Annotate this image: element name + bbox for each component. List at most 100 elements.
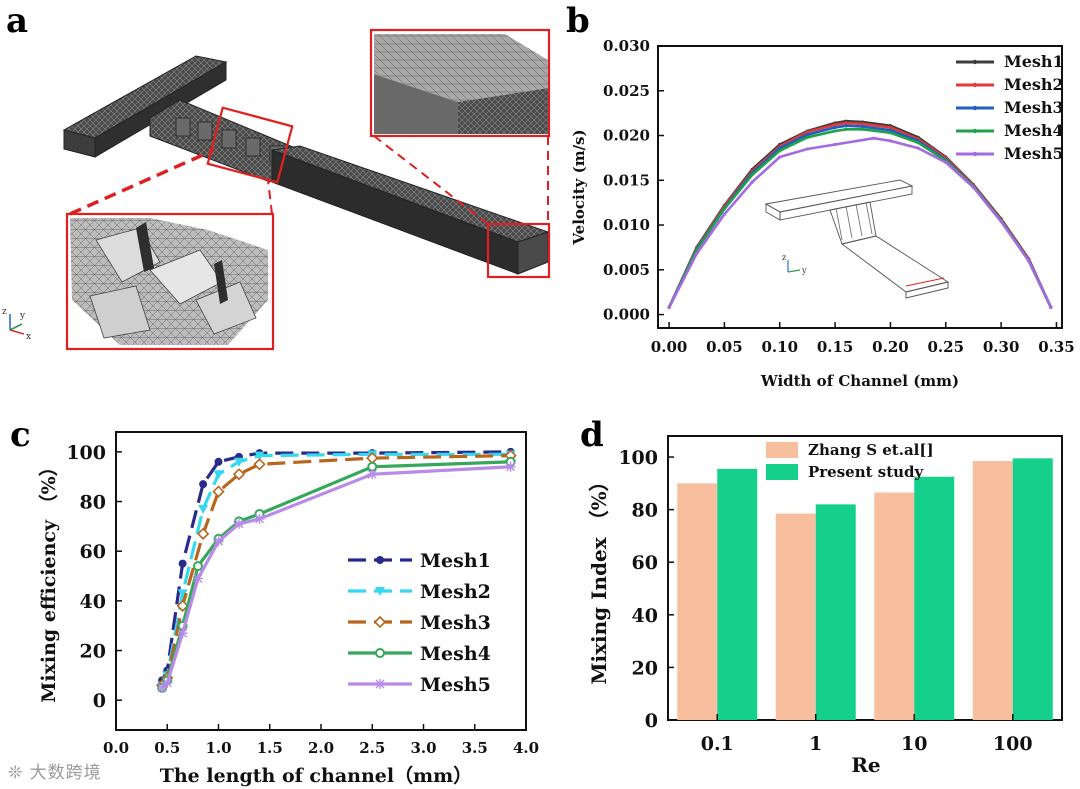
data-point-b-mesh3 — [844, 124, 848, 128]
legend-marker-c-mesh2 — [375, 587, 385, 596]
panel-d: d 0.1 1 10 100 0 20 40 60 80 100 Zhang S et.al[] P… — [580, 415, 1063, 777]
data-point-b-mesh5 — [750, 180, 754, 184]
y-tick-label-b: 0.015 — [603, 171, 650, 189]
svg-text:y: y — [19, 311, 26, 321]
data-point-c-mesh4 — [193, 561, 203, 572]
x-axis-label-c: The length of channel（mm） — [160, 764, 473, 787]
data-point-b-mesh5 — [778, 155, 782, 159]
data-point-b-mesh5 — [667, 305, 671, 310]
legend-marker-b-mesh1 — [972, 59, 978, 65]
y-tick-label-d: 80 — [632, 500, 658, 522]
data-point-c-mesh2 — [177, 589, 188, 599]
channel-crossbar-front — [94, 61, 227, 158]
x-tick-label-c: 4.0 — [513, 739, 539, 757]
data-point-b-mesh4 — [844, 127, 848, 131]
data-point-b-mesh4 — [805, 135, 810, 139]
data-point-c-mesh3 — [232, 468, 246, 481]
x-axis-label-b: Width of Channel (mm) — [760, 372, 959, 390]
data-point-b-mesh5 — [833, 142, 837, 147]
series-lines-c — [155, 447, 517, 693]
series-line-b-mesh4 — [667, 128, 1053, 308]
panel-label-a: a — [6, 1, 28, 41]
data-point-b-mesh5 — [888, 139, 893, 143]
panel-c: c 0.0 0.5 1.0 1.5 2.0 2.5 3.0 3.5 4.0 0 20 40 60 80 10… — [10, 415, 539, 787]
data-point-b-mesh5 — [916, 146, 920, 150]
data-point-c-mesh5 — [213, 536, 224, 547]
data-point-c-mesh5 — [162, 677, 173, 688]
legend-marker-c-mesh4 — [375, 648, 385, 658]
data-point-b-mesh5 — [999, 219, 1003, 224]
bar-present-re-1 — [815, 504, 856, 720]
zoom-connector-3 — [69, 148, 215, 216]
x-tick-label-d: 10 — [901, 733, 927, 755]
data-point-b-mesh4 — [861, 127, 865, 131]
y-tick-label-b: 0.030 — [603, 37, 650, 55]
bar-zhang-re-10 — [874, 492, 915, 720]
legend-label-c-mesh2: Mesh2 — [420, 581, 491, 603]
data-point-b-mesh5 — [1049, 305, 1053, 310]
series-line-b-mesh2 — [667, 121, 1053, 308]
data-point-c-mesh5 — [505, 461, 516, 472]
x-tick-label-c: 1.5 — [257, 739, 283, 757]
data-point-c-mesh3 — [253, 458, 266, 471]
bar-present-re-100 — [1012, 458, 1053, 720]
watermark-icon: ❊ — [8, 763, 24, 783]
x-tick-label-b: 0.35 — [1038, 338, 1075, 356]
legend-swatch-d-0 — [766, 442, 798, 458]
y-tick-label-b: 0.025 — [603, 82, 650, 100]
inset-axis-triad-b: z y — [782, 253, 807, 275]
y-axis-label-b: Velocity (m/s) — [570, 129, 588, 245]
y-tick-label-b: 0.010 — [603, 216, 650, 234]
legend-marker-c-mesh1 — [376, 556, 384, 564]
legend-label-d-0: Zhang S et.al[] — [808, 441, 934, 459]
y-tick-label-c: 20 — [80, 641, 106, 663]
plot-frame-d — [667, 435, 1063, 721]
data-point-c-mesh1 — [199, 480, 208, 489]
legend-marker-b-mesh4 — [972, 128, 978, 134]
x-tick-label-d: 100 — [993, 733, 1033, 755]
legend-label-c-mesh3: Mesh3 — [420, 612, 491, 634]
x-tick-label-d: 0.1 — [701, 733, 734, 755]
panel-label-d: d — [580, 415, 604, 455]
inset-outlet-block-front — [374, 74, 458, 134]
x-tick-label-d: 1 — [809, 733, 822, 755]
x-tick-label-c: 3.5 — [462, 739, 488, 757]
series-line-c-mesh3 — [160, 454, 511, 687]
legend-label-b-mesh2: Mesh2 — [1004, 75, 1064, 94]
x-tick-label-b: 0.15 — [817, 338, 854, 356]
data-point-b-mesh5 — [971, 185, 976, 190]
data-point-b-mesh4 — [750, 173, 754, 177]
axis-ticks-b: 0.00 0.05 0.10 0.15 0.20 0.25 0.30 0.35 0.000 0.0… — [603, 37, 1075, 356]
data-point-c-mesh3 — [212, 485, 225, 498]
data-point-c-mesh5 — [254, 513, 265, 524]
y-axis-label-d: Mixing Index （%） — [587, 471, 611, 684]
legend-label-c-mesh5: Mesh5 — [420, 674, 491, 696]
series-lines-b — [667, 119, 1053, 310]
data-point-c-mesh5 — [367, 469, 378, 480]
svg-text:x: x — [26, 332, 31, 342]
data-point-b-mesh2 — [833, 123, 837, 127]
data-point-c-mesh5 — [157, 682, 168, 693]
legend-marker-c-mesh5 — [375, 679, 385, 689]
data-point-b-mesh2 — [888, 125, 893, 130]
data-point-b-mesh5 — [805, 147, 810, 151]
x-tick-label-b: 0.00 — [651, 338, 688, 356]
panel-label-b: b — [566, 1, 590, 41]
x-tick-label-c: 1.0 — [205, 739, 231, 757]
y-tick-label-c: 40 — [80, 591, 106, 613]
y-tick-label-c: 80 — [80, 492, 106, 514]
watermark: ❊ 大数跨境 — [8, 758, 102, 783]
data-point-b-mesh2 — [861, 122, 865, 126]
plot-frame-b — [657, 45, 1063, 329]
legend-swatch-d-1 — [766, 464, 798, 480]
data-point-b-mesh4 — [833, 129, 837, 133]
x-tick-label-b: 0.25 — [928, 338, 965, 356]
zoom-box-mixer — [206, 106, 294, 184]
y-tick-label-d: 100 — [618, 447, 658, 469]
data-point-c-mesh5 — [177, 628, 188, 639]
legend-label-d-1: Present study — [808, 463, 925, 481]
y-tick-label-b: 0.000 — [603, 306, 650, 324]
y-axis-label-c: Mixing efficiency （%） — [37, 457, 60, 702]
bar-zhang-re-0.1 — [677, 483, 718, 720]
